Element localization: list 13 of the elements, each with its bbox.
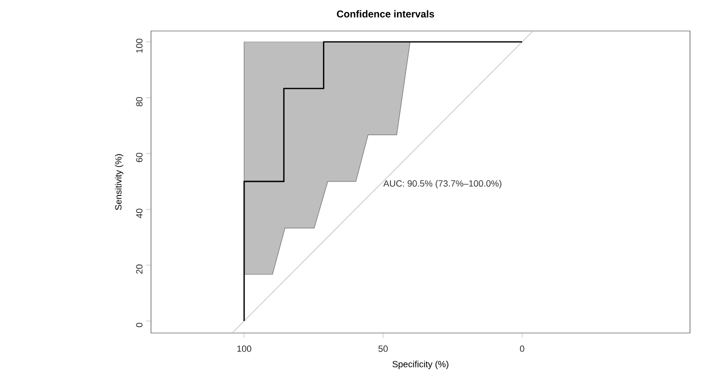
x-tick-label: 0 xyxy=(520,346,524,352)
x-tick-label: 100 xyxy=(237,346,252,352)
x-tick-label: 50 xyxy=(378,346,388,352)
y-tick-label: 80 xyxy=(136,97,142,106)
y-tick-label: 0 xyxy=(136,322,142,328)
y-tick-label: 100 xyxy=(136,38,142,53)
annotation: AUC: 90.5% (73.7%–100.0%) xyxy=(383,180,502,188)
y-tick-label: 20 xyxy=(136,264,142,274)
chart-title: Confidence intervals xyxy=(336,10,434,18)
y-axis-title: Sensitivity (%) xyxy=(114,154,124,210)
x-axis-title: Specificity (%) xyxy=(392,360,448,370)
y-tick-label: 40 xyxy=(136,208,142,218)
y-tick-label: 60 xyxy=(136,152,142,162)
